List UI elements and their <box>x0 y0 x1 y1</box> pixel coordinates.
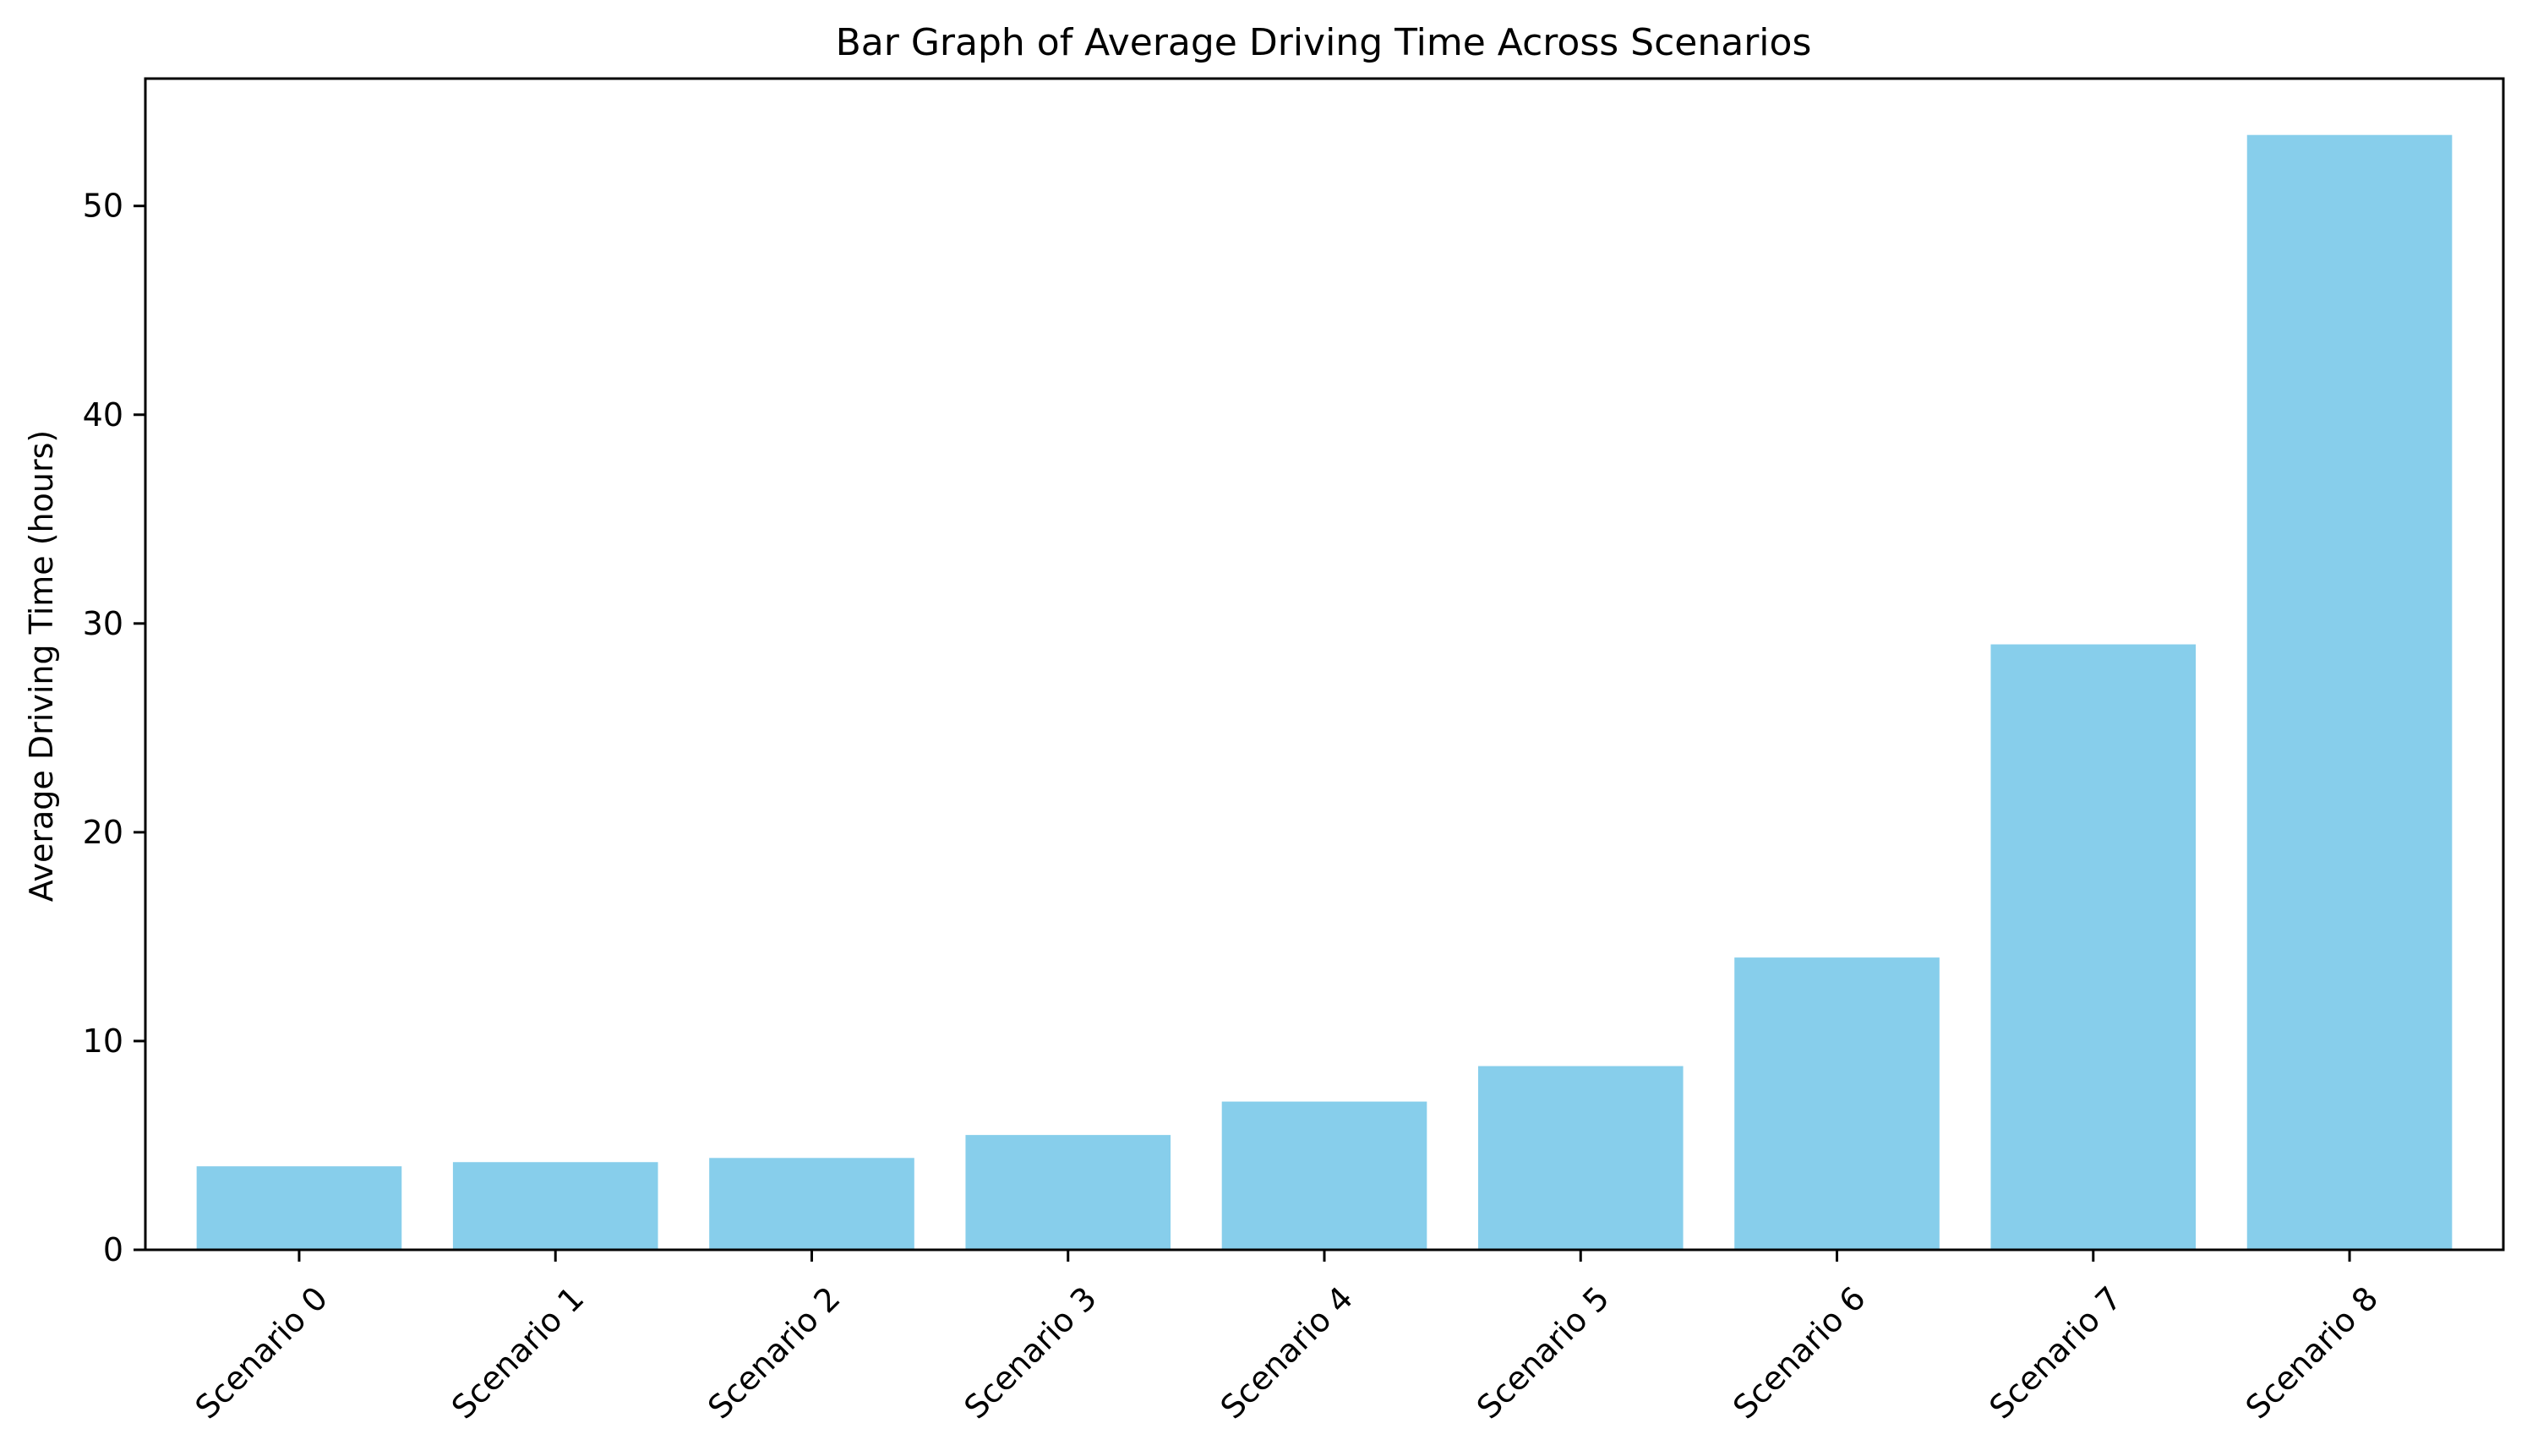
y-tick-label: 50 <box>83 188 123 225</box>
x-tick-label: Scenario 1 <box>445 1279 592 1426</box>
x-tick-label: Scenario 6 <box>1726 1279 1873 1426</box>
bar-1 <box>452 1162 658 1250</box>
y-axis-ticks: 0 10 20 30 40 50 <box>83 188 145 1268</box>
bar-2 <box>709 1158 914 1250</box>
bars-group <box>196 134 2453 1250</box>
bar-6 <box>1734 957 1940 1250</box>
x-tick-label: Scenario 8 <box>2239 1279 2386 1426</box>
x-tick-label: Scenario 2 <box>701 1279 848 1426</box>
x-axis-ticks: Scenario 0 Scenario 1 Scenario 2 Scenario 3… <box>188 1250 2386 1426</box>
x-tick-label: Scenario 4 <box>1214 1279 1361 1426</box>
chart-title: Bar Graph of Average Driving Time Across… <box>836 21 1812 64</box>
y-tick-label: 20 <box>83 814 123 851</box>
y-tick-label: 30 <box>83 605 123 642</box>
bar-5 <box>1477 1066 1684 1250</box>
x-tick-label: Scenario 0 <box>188 1279 336 1426</box>
bar-7 <box>1990 644 2197 1250</box>
y-tick-label: 10 <box>83 1022 123 1060</box>
y-tick-label: 0 <box>103 1231 123 1268</box>
x-tick-label: Scenario 3 <box>957 1279 1104 1426</box>
x-tick-label: Scenario 7 <box>1982 1279 2129 1426</box>
y-tick-label: 40 <box>83 396 123 434</box>
bar-4 <box>1221 1101 1427 1250</box>
x-tick-label: Scenario 5 <box>1470 1279 1617 1426</box>
y-axis-label: Average Driving Time (hours) <box>23 430 60 902</box>
bar-0 <box>196 1166 402 1250</box>
plot-frame <box>144 77 2505 1252</box>
bar-8 <box>2246 134 2453 1250</box>
bar-3 <box>965 1135 1171 1250</box>
